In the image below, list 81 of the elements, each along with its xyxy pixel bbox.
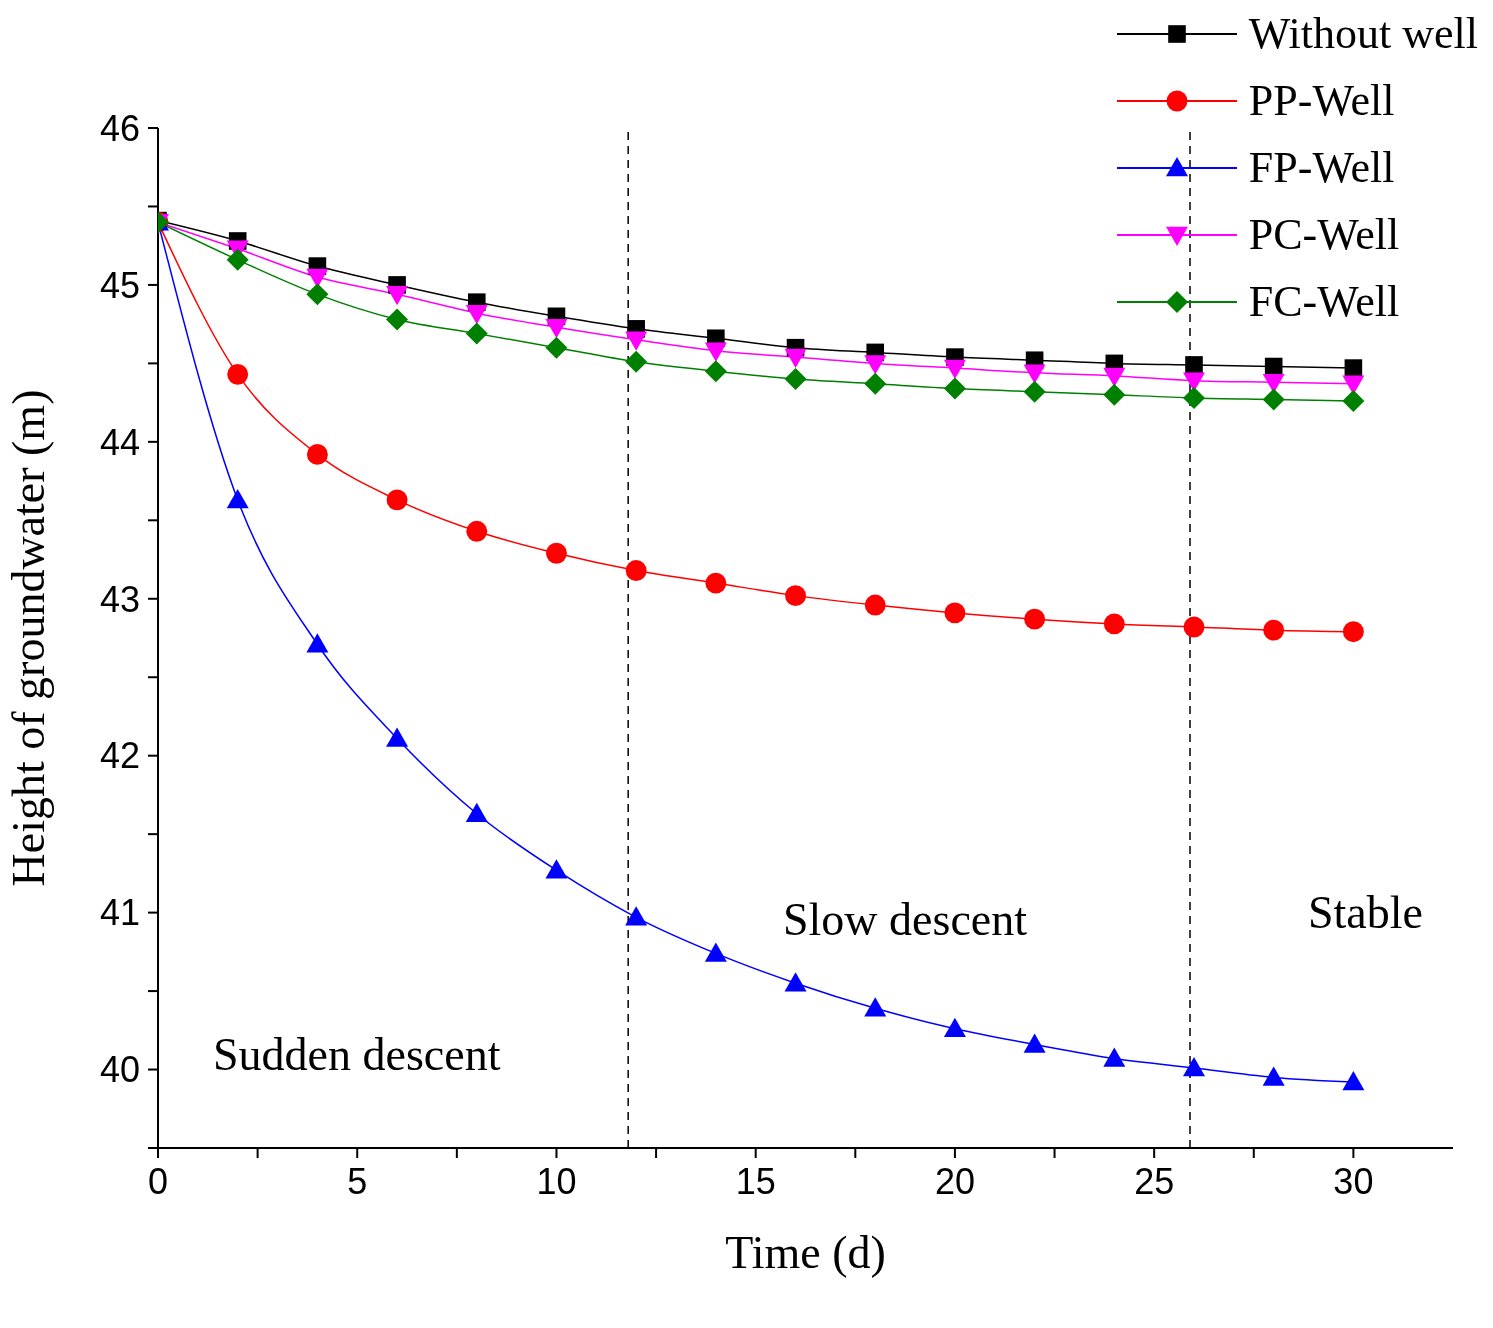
point <box>943 377 966 400</box>
point <box>625 350 648 373</box>
x-tick-label: 25 <box>1134 1160 1175 1202</box>
point <box>1103 613 1125 635</box>
x-axis-title: Time (d) <box>725 1227 886 1278</box>
point <box>864 997 887 1017</box>
legend-label: FC-Well <box>1248 276 1400 327</box>
x-tick-label: 30 <box>1333 1160 1374 1202</box>
point <box>1342 1071 1365 1091</box>
point <box>306 633 329 653</box>
point <box>1262 1066 1285 1086</box>
point <box>1183 1056 1205 1077</box>
y-tick-label: 44 <box>99 421 140 463</box>
point <box>1024 608 1046 630</box>
annotation: Stable <box>1308 886 1423 939</box>
x-tick-label: 15 <box>735 1160 776 1202</box>
y-tick-label: 41 <box>99 892 140 934</box>
x-tick-label: 20 <box>934 1160 975 1202</box>
point <box>466 520 488 542</box>
point <box>785 585 806 607</box>
point <box>625 331 648 351</box>
point <box>465 802 488 822</box>
annotation: Sudden descent <box>213 1028 501 1081</box>
y-tick-label: 42 <box>99 735 140 777</box>
point <box>386 489 408 511</box>
y-axis-title: Height of groundwater (m) <box>3 389 55 887</box>
legend-label: FP-Well <box>1248 142 1395 193</box>
point <box>306 283 329 306</box>
point <box>704 360 727 383</box>
point <box>1263 619 1285 641</box>
point <box>226 248 249 271</box>
point <box>226 488 249 509</box>
x-tick-label: 5 <box>347 1160 368 1202</box>
point <box>465 322 488 345</box>
point <box>545 319 568 339</box>
point <box>704 342 727 362</box>
point <box>1342 390 1365 413</box>
point <box>1103 1047 1126 1067</box>
point <box>625 560 647 581</box>
point <box>306 443 328 465</box>
point <box>545 859 568 879</box>
point <box>1183 386 1205 409</box>
legend-label: Without well <box>1248 8 1478 59</box>
point <box>784 972 807 992</box>
point <box>704 942 727 962</box>
y-tick-label: 45 <box>99 264 140 306</box>
point <box>1262 388 1285 411</box>
point <box>1023 364 1046 384</box>
x-tick-label: 10 <box>536 1160 577 1202</box>
point <box>386 727 409 747</box>
point <box>705 572 727 594</box>
legend-label: PP-Well <box>1248 75 1395 126</box>
y-tick-label: 43 <box>99 578 140 620</box>
point <box>1183 616 1205 638</box>
y-tick-label: 40 <box>99 1049 140 1091</box>
point <box>944 602 966 624</box>
x-tick-label: 0 <box>147 1160 169 1202</box>
point <box>546 542 567 564</box>
point <box>227 363 249 385</box>
y-tick-label: 46 <box>99 107 140 149</box>
point <box>943 1017 966 1037</box>
point <box>864 372 887 395</box>
point <box>784 348 807 369</box>
point <box>1103 367 1126 387</box>
point <box>864 355 887 375</box>
point <box>864 594 886 616</box>
point <box>943 359 966 380</box>
point <box>1344 359 1363 377</box>
point <box>784 368 807 391</box>
point <box>386 286 409 306</box>
annotation: Slow descent <box>783 893 1028 946</box>
point <box>1023 1033 1046 1053</box>
point <box>545 336 568 359</box>
point <box>1342 375 1365 395</box>
point <box>1103 383 1126 406</box>
point <box>625 906 648 926</box>
point <box>465 304 488 325</box>
point <box>1342 621 1364 643</box>
point <box>386 308 409 331</box>
legend-label: PC-Well <box>1248 209 1400 260</box>
point <box>1023 380 1046 403</box>
